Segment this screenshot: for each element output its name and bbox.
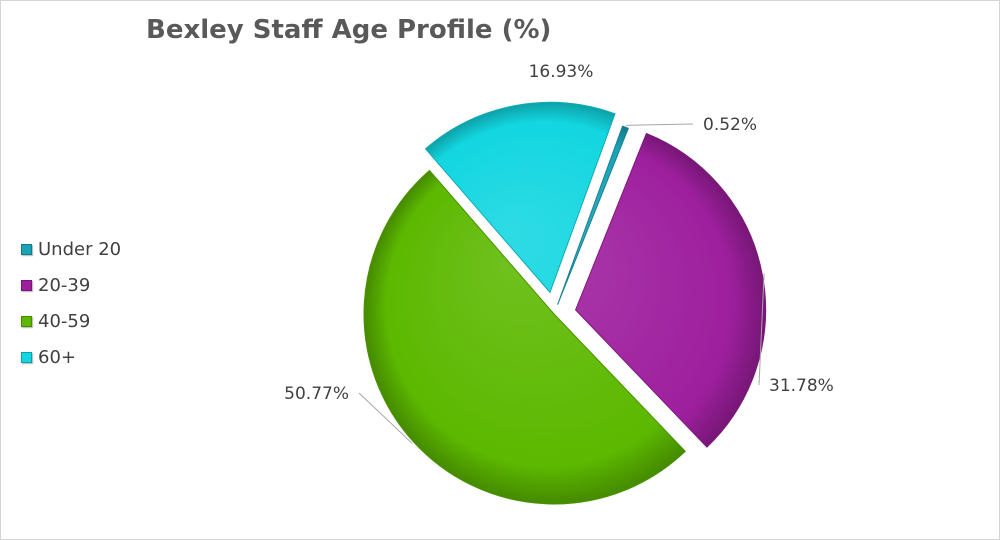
pie-slice-60-plus: [424, 101, 616, 294]
data-label-40-59: 50.77%: [284, 384, 349, 404]
data-label-under-20: 0.52%: [703, 115, 757, 135]
legend-label-40-59: 40-59: [38, 310, 91, 332]
pie-slice-40-59: [363, 169, 687, 505]
leader-line-40-59: [358, 392, 413, 444]
data-label-20-39: 31.78%: [769, 376, 834, 396]
legend-swatch-60-plus: [21, 351, 32, 363]
legend-swatch-under-20: [21, 243, 32, 255]
legend-item-20-39: 20-39: [21, 267, 121, 303]
data-label-60-plus: 16.93%: [529, 62, 594, 82]
legend-item-60-plus: 60+: [21, 339, 121, 375]
pie-slice-under-20: [557, 125, 630, 305]
legend: Under 20 20-39 40-59 60+: [21, 231, 121, 375]
legend-label-20-39: 20-39: [38, 274, 91, 296]
legend-item-40-59: 40-59: [21, 303, 121, 339]
legend-item-under-20: Under 20: [21, 231, 121, 267]
pie-slice-20-39: [575, 132, 767, 448]
leader-line-20-39: [758, 273, 765, 386]
legend-label-60-plus: 60+: [38, 346, 76, 368]
chart-title: Bexley Staff Age Profile (%): [146, 15, 552, 45]
legend-label-under-20: Under 20: [38, 238, 122, 260]
leader-line-under-20: [626, 123, 694, 126]
legend-swatch-40-59: [21, 315, 32, 327]
legend-swatch-20-39: [21, 279, 32, 291]
